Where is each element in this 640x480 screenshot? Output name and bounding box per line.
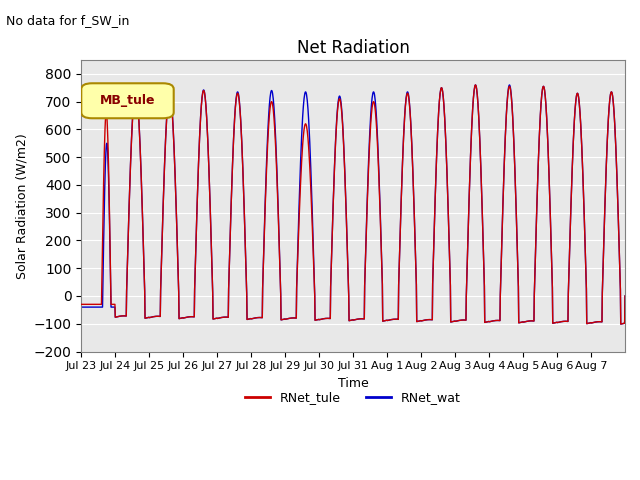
X-axis label: Time: Time bbox=[338, 377, 369, 390]
Text: MB_tule: MB_tule bbox=[100, 94, 156, 107]
Title: Net Radiation: Net Radiation bbox=[297, 39, 410, 57]
Text: No data for f_SW_in: No data for f_SW_in bbox=[6, 14, 130, 27]
Legend: RNet_tule, RNet_wat: RNet_tule, RNet_wat bbox=[240, 386, 466, 409]
Y-axis label: Solar Radiation (W/m2): Solar Radiation (W/m2) bbox=[15, 133, 28, 278]
FancyBboxPatch shape bbox=[81, 83, 173, 118]
